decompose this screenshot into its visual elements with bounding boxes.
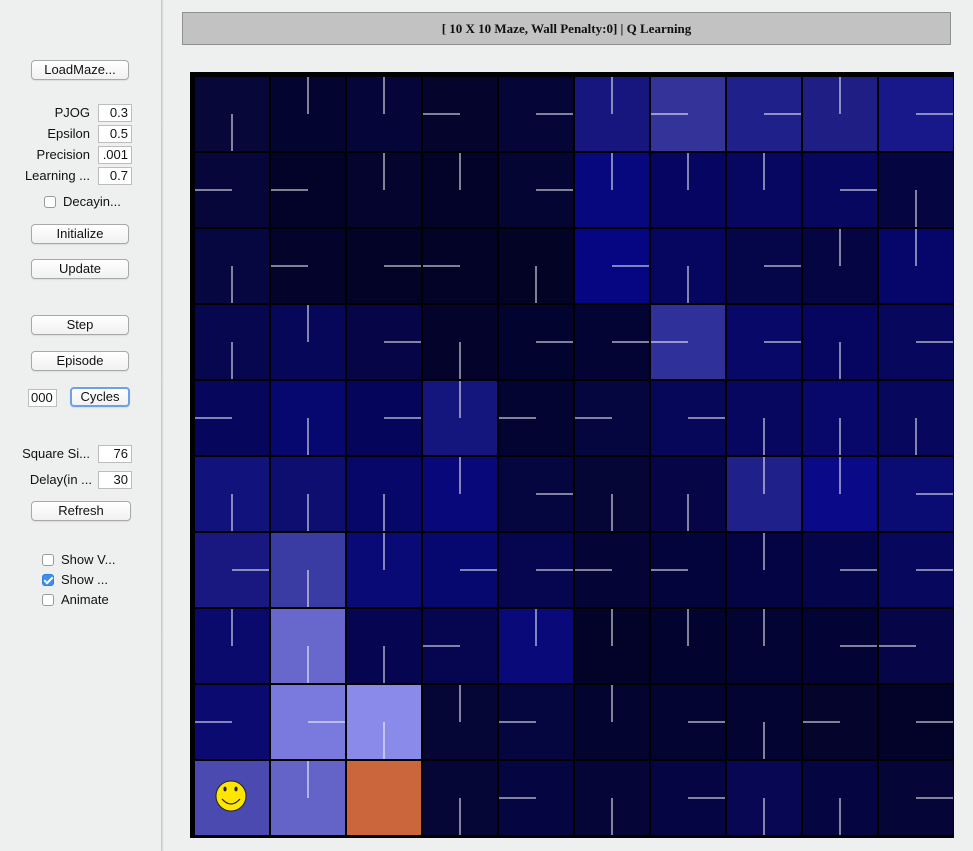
precision-field[interactable]: .001 — [98, 146, 132, 164]
square-size-field[interactable]: 76 — [98, 445, 132, 463]
cycles-button[interactable]: Cycles — [70, 387, 130, 407]
show-values-label: Show V... — [61, 552, 116, 567]
episode-button[interactable]: Episode — [31, 351, 129, 371]
cycles-count-field[interactable]: 000 — [28, 389, 57, 407]
maze-cell[interactable] — [347, 761, 421, 835]
delay-field[interactable]: 30 — [98, 471, 132, 489]
show-values-checkbox[interactable] — [42, 554, 54, 566]
pjog-field[interactable]: 0.3 — [98, 104, 132, 122]
initialize-button[interactable]: Initialize — [31, 224, 129, 244]
precision-label: Precision — [36, 147, 90, 162]
maze-title: [ 10 X 10 Maze, Wall Penalty:0] | Q Lear… — [441, 20, 692, 36]
decaying-label: Decayin... — [63, 194, 121, 209]
show-policy-checkbox[interactable] — [42, 574, 54, 586]
show-policy-label: Show ... — [61, 572, 108, 587]
step-button[interactable]: Step — [31, 315, 129, 335]
epsilon-label: Epsilon — [47, 126, 90, 141]
learning-rate-field[interactable]: 0.7 — [98, 167, 132, 185]
update-button[interactable]: Update — [31, 259, 129, 279]
animate-checkbox[interactable] — [42, 594, 54, 606]
pjog-label: PJOG — [54, 105, 90, 120]
refresh-button[interactable]: Refresh — [31, 501, 131, 521]
delay-label: Delay(in ... — [29, 472, 92, 487]
animate-label: Animate — [61, 592, 109, 607]
maze-grid[interactable] — [190, 72, 954, 838]
learning-rate-label: Learning ... — [24, 168, 90, 183]
control-panel: LoadMaze... PJOG 0.3 Epsilon 0.5 Precisi… — [0, 0, 165, 851]
square-size-label: Square Si... — [22, 446, 90, 461]
epsilon-field[interactable]: 0.5 — [98, 125, 132, 143]
decaying-checkbox[interactable] — [44, 196, 56, 208]
load-maze-button[interactable]: LoadMaze... — [31, 60, 129, 80]
smiley-icon — [215, 780, 247, 812]
maze-title-bar: [ 10 X 10 Maze, Wall Penalty:0] | Q Lear… — [182, 12, 951, 45]
